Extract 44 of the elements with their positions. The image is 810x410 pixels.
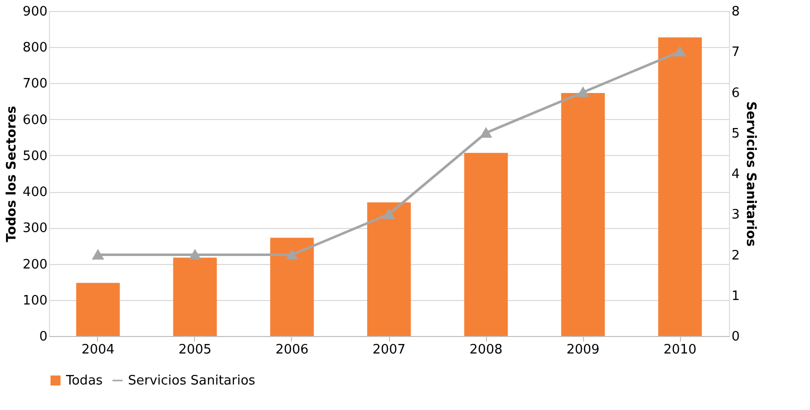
legend-label: Todas [65,374,103,388]
x-tick-label: 2010 [663,342,697,358]
y2-tick-label: 3 [732,208,740,223]
y2-tick-label: 7 [732,45,740,60]
y2-tick-label: 8 [732,4,740,20]
x-tick-label: 2004 [81,342,115,358]
bar [367,202,411,336]
point [384,209,394,219]
bar [464,152,508,336]
x-tick-label: 2009 [566,342,600,358]
legend-label: Servicios Sanitarios [128,374,256,388]
y-tick-label: 700 [22,76,48,92]
y2-tick-label: 5 [732,126,740,142]
y-tick-label: 800 [22,40,48,56]
y2-axis-title: Servicios Sanitarios [742,101,758,247]
x-tick-label: 2006 [275,342,309,358]
y-tick-label: 300 [22,221,48,236]
point [286,250,298,260]
point [92,250,104,260]
point [480,128,492,138]
y2-tick-label: 4 [732,167,740,182]
y2-tick-label: 0 [732,330,740,344]
bar [76,282,120,336]
bar [561,92,605,336]
y-tick-label: 600 [22,112,48,128]
y-tick-label: 200 [22,257,48,272]
bar [270,238,314,336]
y-tick-label: 900 [22,4,48,20]
y-tick-label: 100 [22,293,48,308]
x-tick-label: 2008 [469,342,503,358]
y-tick-label: 400 [22,185,48,200]
y-tick-label: 500 [22,148,48,164]
y2-tick-label: 1 [732,288,740,304]
x-tick-label: 2007 [372,342,406,358]
point [674,46,686,56]
y-axis-title: Todos los Sectores [4,106,20,242]
bar [658,37,702,336]
x-tick-label: 2005 [178,342,212,358]
y-tick-label: 0 [39,330,48,344]
point [190,250,200,260]
bar [173,258,217,336]
point [578,87,588,98]
y2-tick-label: 6 [732,86,740,101]
y2-tick-label: 2 [732,248,740,264]
